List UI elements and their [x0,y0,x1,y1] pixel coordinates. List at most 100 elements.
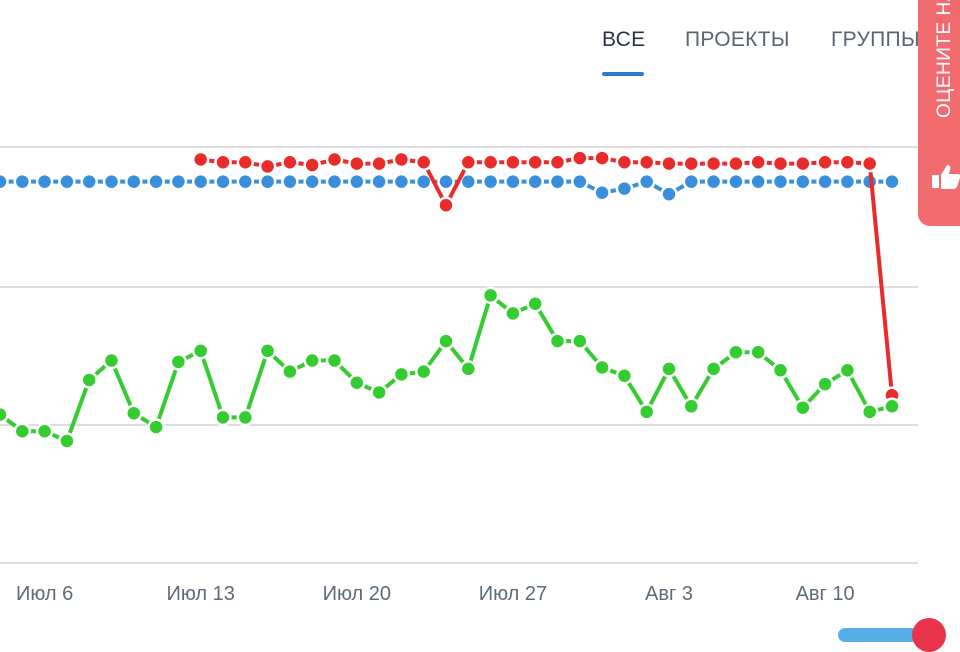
data-point[interactable] [571,149,589,167]
data-point[interactable] [481,286,500,305]
data-point[interactable] [0,405,9,424]
data-point[interactable] [749,343,767,361]
data-point[interactable] [593,358,611,377]
data-point[interactable] [236,172,255,191]
data-point[interactable] [147,418,165,436]
data-point[interactable] [883,397,901,416]
data-point[interactable] [459,153,478,172]
data-point[interactable] [838,153,857,172]
data-point[interactable] [214,153,232,172]
tab-groups[interactable]: ГРУППЫ [831,28,920,51]
data-point[interactable] [169,172,188,191]
data-point[interactable] [526,294,544,313]
data-point[interactable] [437,172,455,191]
data-point[interactable] [169,353,188,371]
data-point[interactable] [526,153,544,172]
data-point[interactable] [459,172,478,191]
data-point[interactable] [771,154,790,173]
data-point[interactable] [883,172,901,191]
data-point[interactable] [660,185,678,203]
data-point[interactable] [459,360,478,378]
data-point[interactable] [548,172,567,191]
data-point[interactable] [682,172,701,191]
data-point[interactable] [370,172,388,191]
data-point[interactable] [526,172,544,191]
data-point[interactable] [816,375,834,393]
data-point[interactable] [771,172,790,191]
data-point[interactable] [704,172,723,191]
data-point[interactable] [258,157,277,176]
data-point[interactable] [13,422,32,441]
data-point[interactable] [236,408,255,427]
data-point[interactable] [437,196,455,214]
data-point[interactable] [325,172,344,191]
data-point[interactable] [80,371,98,389]
data-point[interactable] [816,153,834,172]
data-point[interactable] [437,332,455,350]
data-point[interactable] [214,408,232,427]
data-point[interactable] [727,343,745,361]
data-point[interactable] [860,154,879,173]
data-point[interactable] [816,172,834,191]
data-point[interactable] [660,360,678,378]
data-point[interactable] [504,304,522,323]
data-point[interactable] [414,362,433,381]
data-point[interactable] [281,172,299,191]
data-point[interactable] [191,172,210,191]
data-point[interactable] [682,397,701,416]
data-point[interactable] [548,332,567,350]
data-point[interactable] [593,184,611,202]
data-point[interactable] [0,172,9,191]
data-point[interactable] [370,383,388,402]
data-point[interactable] [794,154,812,173]
data-point[interactable] [147,172,165,191]
data-point[interactable] [771,361,790,380]
data-point[interactable] [80,172,98,191]
data-point[interactable] [348,172,366,191]
data-point[interactable] [615,367,634,385]
data-point[interactable] [860,403,879,421]
data-point[interactable] [414,153,433,172]
data-point[interactable] [325,150,344,169]
data-point[interactable] [637,172,656,191]
data-point[interactable] [348,373,366,392]
data-point[interactable] [191,150,210,169]
tab-projects[interactable]: ПРОЕКТЫ [685,28,790,51]
data-point[interactable] [236,153,255,172]
data-point[interactable] [258,342,277,360]
data-point[interactable] [281,362,299,381]
data-point[interactable] [593,149,611,167]
feedback-button[interactable]: ОЦЕНИТЕ НА [918,0,960,226]
data-point[interactable] [102,172,121,191]
data-point[interactable] [838,361,857,380]
data-point[interactable] [571,172,589,191]
notification-badge[interactable] [912,618,946,652]
data-point[interactable] [58,432,76,450]
data-point[interactable] [704,360,723,378]
data-point[interactable] [704,154,723,173]
data-point[interactable] [258,172,277,191]
data-point[interactable] [481,172,500,191]
data-point[interactable] [303,156,321,174]
data-point[interactable] [749,172,767,191]
data-point[interactable] [571,332,589,350]
data-point[interactable] [303,351,321,370]
data-point[interactable] [348,154,366,173]
data-point[interactable] [504,153,522,172]
data-point[interactable] [35,172,54,191]
data-point[interactable] [504,172,522,191]
data-point[interactable] [281,153,299,172]
data-point[interactable] [303,172,321,191]
data-point[interactable] [392,365,411,384]
data-point[interactable] [838,172,857,191]
data-point[interactable] [682,154,701,173]
data-point[interactable] [370,154,388,173]
data-point[interactable] [548,153,567,172]
data-point[interactable] [102,351,121,370]
data-point[interactable] [749,153,767,172]
data-point[interactable] [637,403,656,421]
data-point[interactable] [325,351,344,370]
data-point[interactable] [125,404,143,422]
data-point[interactable] [35,422,54,441]
data-point[interactable] [214,172,232,191]
